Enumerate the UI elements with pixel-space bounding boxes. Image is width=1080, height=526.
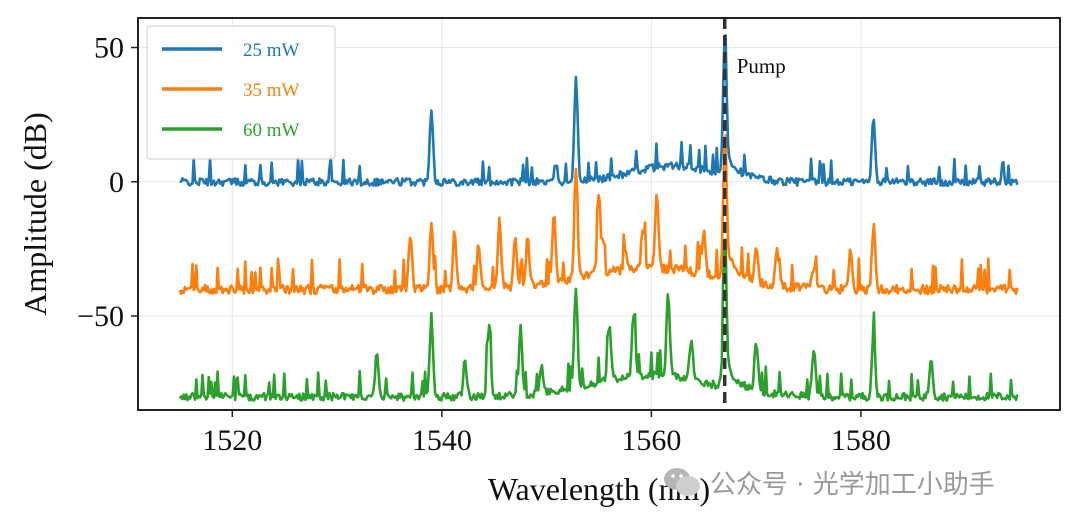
legend-label: 35 mW xyxy=(243,80,300,101)
pump-label: Pump xyxy=(737,54,786,78)
wechat-icon xyxy=(664,468,700,496)
watermark-text: 公众号 · 光学加工小助手 xyxy=(710,469,995,500)
watermark: 公众号 · 光学加工小助手 xyxy=(662,462,995,502)
x-tick-label: 1580 xyxy=(831,424,891,457)
y-tick-label: 0 xyxy=(109,166,124,199)
series-line-35-mw xyxy=(178,134,1019,296)
series-line-60-mw xyxy=(178,238,1019,402)
legend-box xyxy=(146,25,336,160)
series-layer xyxy=(178,34,1019,402)
x-tick-label: 1520 xyxy=(202,424,262,457)
legend-label: 60 mW xyxy=(243,120,300,141)
series-line-25-mw xyxy=(179,34,1019,188)
y-tick-label: 50 xyxy=(94,32,124,65)
y-axis-ticks: 50 0 −50 xyxy=(77,32,138,333)
x-tick-label: 1560 xyxy=(621,424,681,457)
plot-frame xyxy=(137,17,1061,411)
x-tick-label: 1540 xyxy=(412,424,472,457)
y-axis-label: Amplitude (dB) xyxy=(17,112,53,316)
legend-label: 25 mW xyxy=(243,40,300,61)
x-axis-ticks: 1520 1540 1560 1580 xyxy=(202,410,891,457)
y-tick-label: −50 xyxy=(77,300,124,333)
legend: 25 mW 35 mW 60 mW xyxy=(146,25,336,160)
